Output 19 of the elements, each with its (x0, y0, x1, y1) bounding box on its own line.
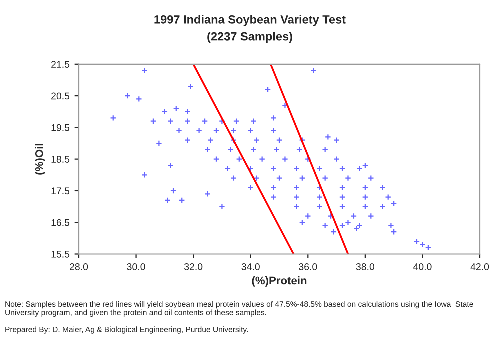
y-axis-title: (%)Oil (35, 144, 46, 175)
x-tick-label: 36.0 (299, 264, 318, 270)
y-tick-label: 15.5 (52, 251, 70, 258)
x-tick-label: 40.0 (413, 264, 432, 270)
y-tick-label: 19.5 (52, 124, 70, 132)
y-tick-label: 18.5 (52, 156, 70, 163)
x-tick-label: 42.0 (470, 264, 490, 270)
x-axis-title: (%)Protein (252, 276, 307, 287)
x-tick-label: 34.0 (242, 264, 260, 270)
y-tick-label: 16.5 (52, 219, 70, 226)
x-tick-label: 38.0 (356, 264, 375, 270)
chart-title: 1997 Indiana Soybean Variety Test (154, 15, 346, 26)
x-tick-label: 30.0 (127, 264, 146, 270)
y-tick-label: 21.5 (52, 61, 70, 68)
y-tick-label: 20.5 (52, 92, 70, 100)
x-tick-label: 28.0 (70, 264, 88, 270)
y-tick-label: 17.5 (52, 188, 70, 195)
chart-subtitle: (2237 Samples) (208, 32, 292, 44)
x-tick-label: 32.0 (184, 264, 203, 270)
